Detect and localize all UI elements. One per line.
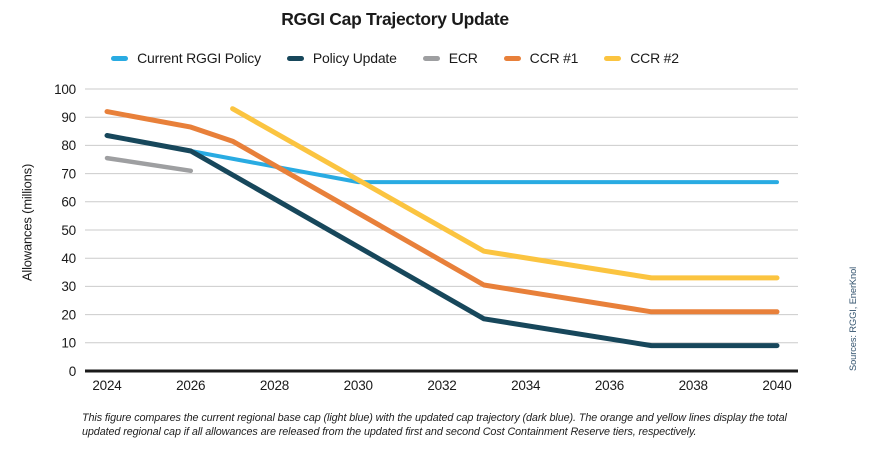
x-tick-label-2026: 2026 — [176, 378, 205, 393]
y-tick-label-80: 80 — [61, 138, 76, 153]
legend-label: CCR #1 — [529, 50, 579, 66]
chart-title: RGGI Cap Trajectory Update — [281, 9, 509, 29]
legend-swatch-icon — [111, 55, 129, 61]
line-ccr-1 — [104, 109, 780, 315]
legend-item-ccr-1: CCR #1 — [503, 50, 579, 66]
legend-label: Policy Update — [312, 50, 397, 66]
y-tick-label-70: 70 — [61, 166, 76, 181]
y-tick-label-0: 0 — [69, 364, 76, 379]
y-axis-label: Allowances (millions) — [19, 163, 35, 282]
y-tick-label-20: 20 — [61, 307, 76, 322]
y-tick-label-50: 50 — [61, 223, 76, 238]
line-ecr — [104, 155, 194, 174]
x-tick-label-2038: 2038 — [679, 378, 708, 393]
y-tick-label-90: 90 — [61, 110, 76, 125]
x-tick-label-2040: 2040 — [762, 378, 791, 393]
figure-footnote: This figure compares the current regiona… — [82, 412, 787, 439]
legend-item-current-rggi-policy: Current RGGI Policy — [111, 50, 261, 66]
line-policy-update — [104, 133, 780, 349]
legend-item-policy-update: Policy Update — [286, 50, 397, 66]
x-tick-label-2028: 2028 — [260, 378, 289, 393]
x-tick-label-2034: 2034 — [511, 378, 541, 393]
legend-swatch-icon — [604, 55, 622, 61]
legend-label: Current RGGI Policy — [137, 50, 261, 66]
y-tick-label-60: 60 — [61, 195, 76, 210]
y-tick-label-100: 100 — [54, 82, 76, 97]
x-tick-label-2032: 2032 — [427, 378, 456, 393]
legend-item-ccr-2: CCR #2 — [604, 50, 679, 66]
legend-label: CCR #2 — [630, 50, 679, 66]
y-tick-label-40: 40 — [61, 251, 76, 266]
x-tick-label-2036: 2036 — [595, 378, 624, 393]
x-tick-label-2030: 2030 — [344, 378, 373, 393]
y-tick-label-10: 10 — [61, 336, 76, 351]
line-ccr-2 — [230, 106, 780, 281]
legend-label: ECR — [448, 50, 478, 66]
legend-swatch-icon — [422, 55, 440, 61]
legend: Current RGGI Policy Policy Update ECR CCR #… — [0, 50, 790, 66]
legend-item-ecr: ECR — [422, 50, 478, 66]
x-tick-label-2024: 2024 — [92, 378, 122, 393]
legend-swatch-icon — [286, 55, 304, 61]
y-tick-label-30: 30 — [61, 279, 76, 294]
source-note: Sources: RGGI, EnerKnol — [848, 266, 858, 371]
legend-swatch-icon — [503, 55, 521, 61]
